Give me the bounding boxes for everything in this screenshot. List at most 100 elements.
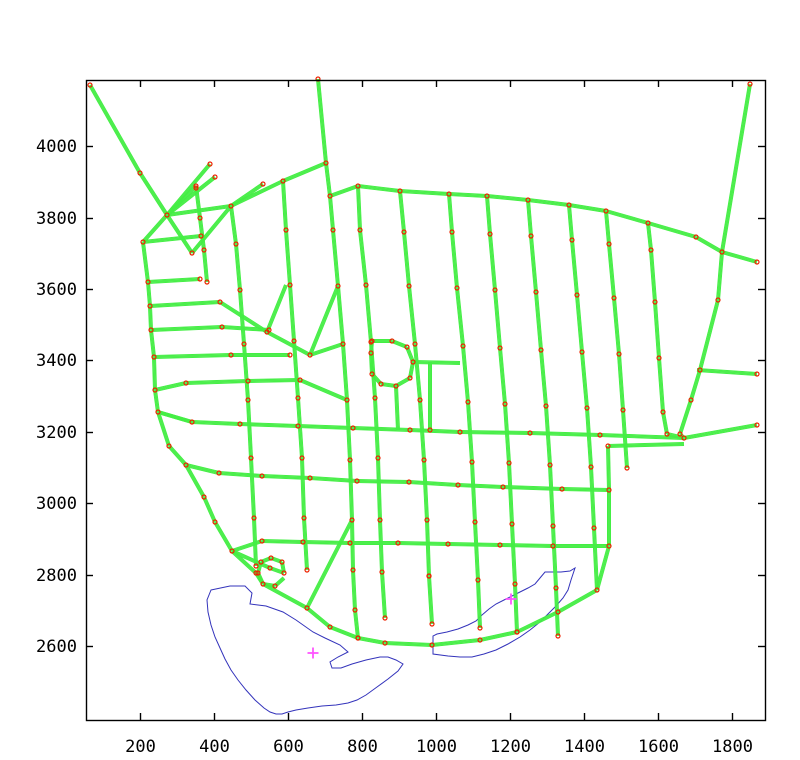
network-node bbox=[569, 237, 575, 243]
network-link bbox=[475, 521, 480, 580]
network-link bbox=[155, 389, 160, 412]
network-node bbox=[193, 183, 199, 189]
network-link-core bbox=[447, 542, 501, 547]
network-link-core bbox=[292, 340, 300, 399]
network-link bbox=[347, 399, 352, 460]
network-link bbox=[392, 339, 408, 347]
network-link bbox=[488, 234, 495, 291]
network-link bbox=[331, 230, 338, 287]
network-link-core bbox=[369, 352, 374, 375]
network-link bbox=[283, 180, 288, 230]
network-link-core bbox=[157, 410, 193, 424]
network-link bbox=[371, 352, 374, 374]
network-link bbox=[261, 541, 303, 544]
network-link-core bbox=[391, 339, 408, 349]
network-link-core bbox=[580, 351, 589, 409]
network-link bbox=[215, 520, 234, 551]
network-link bbox=[219, 471, 263, 476]
y-tick-label: 2800 bbox=[36, 565, 77, 586]
network-link bbox=[302, 457, 306, 518]
network-link-core bbox=[653, 301, 661, 359]
network-link-core bbox=[384, 641, 433, 647]
network-link bbox=[398, 191, 404, 233]
network-link bbox=[231, 181, 284, 208]
network-link bbox=[150, 305, 153, 330]
network-link bbox=[149, 300, 220, 306]
network-link bbox=[330, 195, 335, 230]
network-link bbox=[432, 640, 481, 647]
network-link-core bbox=[402, 231, 411, 287]
network-link bbox=[283, 163, 327, 183]
network-link bbox=[378, 457, 382, 520]
network-link-core bbox=[141, 241, 150, 283]
network-node bbox=[258, 559, 264, 565]
network-link-core bbox=[448, 192, 488, 198]
network-link-core bbox=[331, 229, 340, 287]
network-link bbox=[156, 412, 169, 447]
network-node bbox=[287, 352, 293, 358]
network-link bbox=[236, 243, 242, 290]
network-node bbox=[198, 233, 204, 239]
network-link-core bbox=[166, 176, 216, 216]
network-link bbox=[262, 584, 307, 610]
network-link bbox=[505, 403, 511, 463]
network-node bbox=[591, 525, 597, 531]
network-link bbox=[330, 625, 359, 638]
network-link bbox=[230, 179, 283, 206]
network-link bbox=[357, 638, 385, 645]
network-link-core bbox=[431, 638, 481, 647]
network-link bbox=[292, 341, 298, 399]
network-link bbox=[470, 462, 475, 523]
network-link bbox=[396, 378, 411, 388]
network-link-core bbox=[592, 527, 599, 591]
network-link bbox=[422, 460, 427, 521]
network-node bbox=[611, 295, 617, 301]
network-node bbox=[424, 517, 430, 523]
network-link bbox=[148, 281, 152, 306]
network-node bbox=[368, 350, 374, 356]
network-link bbox=[400, 189, 450, 194]
network-link bbox=[413, 360, 461, 363]
network-link bbox=[328, 196, 333, 231]
zone-polygon-layer bbox=[206, 566, 576, 715]
y-tick-label: 3600 bbox=[36, 279, 77, 300]
network-link-core bbox=[184, 464, 206, 498]
network-node-layer bbox=[87, 76, 760, 648]
network-node bbox=[140, 239, 146, 245]
x-tick-label: 1200 bbox=[490, 737, 531, 757]
network-node bbox=[228, 352, 234, 358]
network-link-core bbox=[498, 347, 507, 405]
network-node bbox=[648, 247, 654, 253]
network-node bbox=[406, 283, 412, 289]
network-link bbox=[140, 171, 169, 215]
network-link bbox=[510, 524, 515, 585]
network-link bbox=[495, 289, 502, 348]
network-link bbox=[409, 430, 460, 434]
network-link-core bbox=[575, 294, 584, 353]
network-link bbox=[614, 297, 621, 354]
network-node bbox=[606, 487, 612, 493]
network-node bbox=[620, 407, 626, 413]
network-link bbox=[158, 411, 171, 446]
y-tick-label: 4000 bbox=[36, 136, 77, 157]
network-node bbox=[502, 401, 508, 407]
network-node bbox=[497, 542, 503, 548]
network-node bbox=[137, 170, 143, 176]
network-link bbox=[577, 294, 584, 352]
network-link-core bbox=[353, 609, 360, 639]
network-link-core bbox=[621, 409, 629, 469]
network-node bbox=[555, 609, 561, 615]
network-link bbox=[382, 571, 387, 618]
network-link bbox=[695, 237, 722, 254]
network-node bbox=[525, 197, 531, 203]
network-node bbox=[245, 378, 251, 384]
network-node bbox=[406, 479, 412, 485]
network-link bbox=[309, 342, 343, 355]
network-link-core bbox=[284, 229, 292, 286]
network-node bbox=[656, 355, 662, 361]
network-link bbox=[528, 198, 570, 205]
network-link bbox=[722, 250, 758, 262]
network-link bbox=[232, 541, 263, 553]
network-link bbox=[157, 412, 192, 424]
network-link-core bbox=[149, 329, 156, 358]
